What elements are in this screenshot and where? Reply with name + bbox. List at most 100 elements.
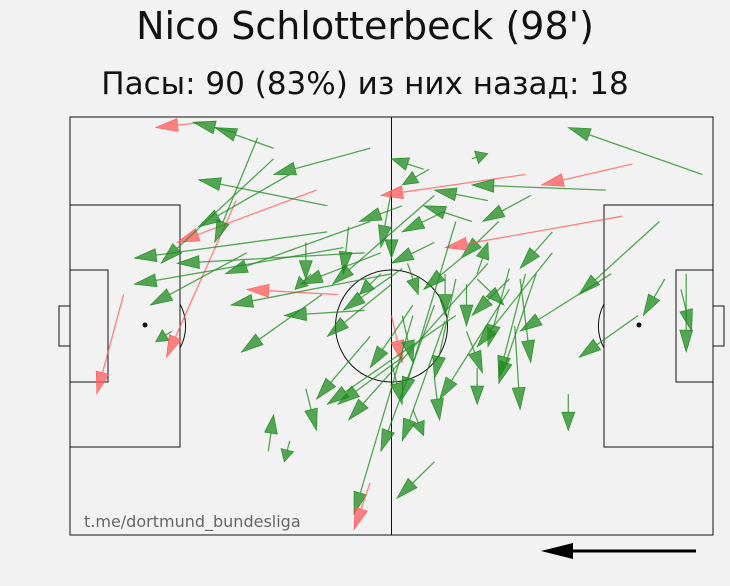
pass-arrowhead bbox=[95, 370, 110, 395]
pass-arrowhead bbox=[433, 187, 458, 202]
pass-completed-47 bbox=[519, 231, 553, 270]
pass-line bbox=[348, 194, 435, 271]
pass-completed-63 bbox=[401, 221, 457, 401]
pass-failed-2 bbox=[95, 294, 125, 395]
pass-arrowhead bbox=[401, 339, 415, 364]
pass-arrowhead bbox=[422, 205, 448, 220]
pass-completed-46 bbox=[561, 393, 576, 432]
pass-completed-26 bbox=[401, 168, 430, 186]
pass-line bbox=[440, 257, 462, 276]
pass-arrowhead bbox=[432, 355, 446, 380]
pass-line bbox=[169, 252, 248, 296]
pass-line bbox=[562, 163, 633, 181]
pass-arrowhead bbox=[422, 269, 446, 291]
pass-arrowhead bbox=[561, 411, 576, 432]
pass-arrowhead bbox=[149, 288, 174, 306]
pass-line bbox=[412, 409, 419, 423]
pass-arrowhead bbox=[540, 173, 565, 187]
pass-completed-62 bbox=[401, 320, 446, 442]
pass-completed-87 bbox=[390, 362, 404, 406]
right-penalty-spot bbox=[636, 322, 642, 328]
pass-completed-71 bbox=[176, 252, 365, 269]
pass-arrowhead bbox=[214, 219, 230, 244]
pass-arrowhead bbox=[406, 276, 420, 296]
pass-line bbox=[345, 226, 350, 252]
pass-arrowhead bbox=[342, 291, 366, 311]
pass-failed-37 bbox=[540, 163, 633, 187]
pass-line bbox=[245, 220, 371, 267]
left-goal bbox=[58, 305, 71, 347]
pass-completed-74 bbox=[240, 294, 323, 353]
pass-arrowhead bbox=[401, 375, 416, 401]
pass-line bbox=[538, 273, 612, 321]
pass-completed-10 bbox=[214, 137, 259, 244]
pass-completed-45 bbox=[679, 273, 694, 354]
watermark: t.me/dortmund_bundesliga bbox=[84, 512, 301, 531]
pass-arrowhead bbox=[245, 283, 270, 298]
pass-completed-43 bbox=[642, 278, 666, 317]
pass-failed-36 bbox=[444, 215, 623, 251]
pass-arrowhead bbox=[390, 247, 415, 264]
pass-completed-32 bbox=[406, 263, 420, 296]
pass-line bbox=[503, 273, 527, 358]
pass-line bbox=[176, 158, 275, 249]
pass-arrowhead bbox=[347, 398, 369, 421]
pass-arrowhead bbox=[439, 376, 458, 401]
pass-arrowhead bbox=[353, 506, 368, 531]
pass-line bbox=[369, 273, 382, 285]
pass-line bbox=[286, 440, 291, 451]
pass-arrowhead bbox=[498, 360, 513, 385]
pass-completed-34 bbox=[459, 284, 474, 328]
pass-line bbox=[267, 433, 272, 452]
pass-line bbox=[379, 205, 403, 215]
pass-line bbox=[505, 273, 537, 363]
left-six-yard-box bbox=[69, 269, 109, 383]
pass-completed-31 bbox=[401, 315, 415, 364]
pass-line bbox=[330, 336, 371, 383]
pass-arrowhead bbox=[155, 329, 170, 343]
pass-arrowhead bbox=[474, 150, 489, 165]
pass-line bbox=[165, 330, 173, 336]
pass-line bbox=[433, 378, 438, 400]
pass-arrowhead bbox=[379, 185, 404, 200]
pass-completed-33 bbox=[438, 273, 453, 317]
pass-arrowhead bbox=[438, 294, 453, 317]
pass-failed-82 bbox=[353, 482, 371, 531]
pass-line bbox=[501, 194, 532, 212]
pass-arrowhead bbox=[154, 118, 179, 132]
pass-line bbox=[411, 241, 435, 255]
pass-completed-6 bbox=[133, 246, 344, 288]
pass-arrowhead bbox=[299, 269, 324, 285]
direction-arrow-head bbox=[541, 543, 573, 559]
pass-arrowhead bbox=[390, 381, 404, 406]
left-penalty-spot bbox=[142, 322, 148, 328]
pass-line bbox=[594, 221, 660, 281]
pass-completed-42 bbox=[578, 314, 639, 359]
pass-line bbox=[355, 356, 403, 392]
pass-arrowhead bbox=[197, 209, 222, 228]
pass-completed-85 bbox=[264, 413, 278, 452]
pass-line bbox=[476, 221, 500, 244]
pass-arrowhead bbox=[401, 216, 426, 233]
pass-arrowhead bbox=[165, 334, 182, 359]
pass-arrowhead bbox=[240, 333, 264, 353]
pass-completed-90 bbox=[470, 367, 485, 406]
pass-line bbox=[406, 263, 414, 280]
pass-line bbox=[455, 193, 489, 202]
pass-completed-25 bbox=[422, 205, 473, 223]
pass-line bbox=[653, 278, 666, 298]
pass-line bbox=[156, 231, 328, 256]
right-six-yard-box bbox=[675, 269, 714, 383]
pass-arrowhead bbox=[485, 286, 505, 306]
pass-arrowhead bbox=[519, 313, 543, 332]
pass-line bbox=[471, 156, 477, 160]
pass-arrowhead bbox=[642, 293, 661, 317]
pass-line bbox=[252, 273, 392, 302]
pass-line bbox=[320, 252, 382, 277]
pass-line bbox=[390, 362, 398, 384]
pass-line bbox=[408, 320, 446, 421]
pass-line bbox=[465, 330, 476, 353]
pass-completed-66 bbox=[465, 330, 483, 374]
pass-arrowhead bbox=[197, 177, 222, 191]
pass-completed-51 bbox=[331, 194, 435, 285]
